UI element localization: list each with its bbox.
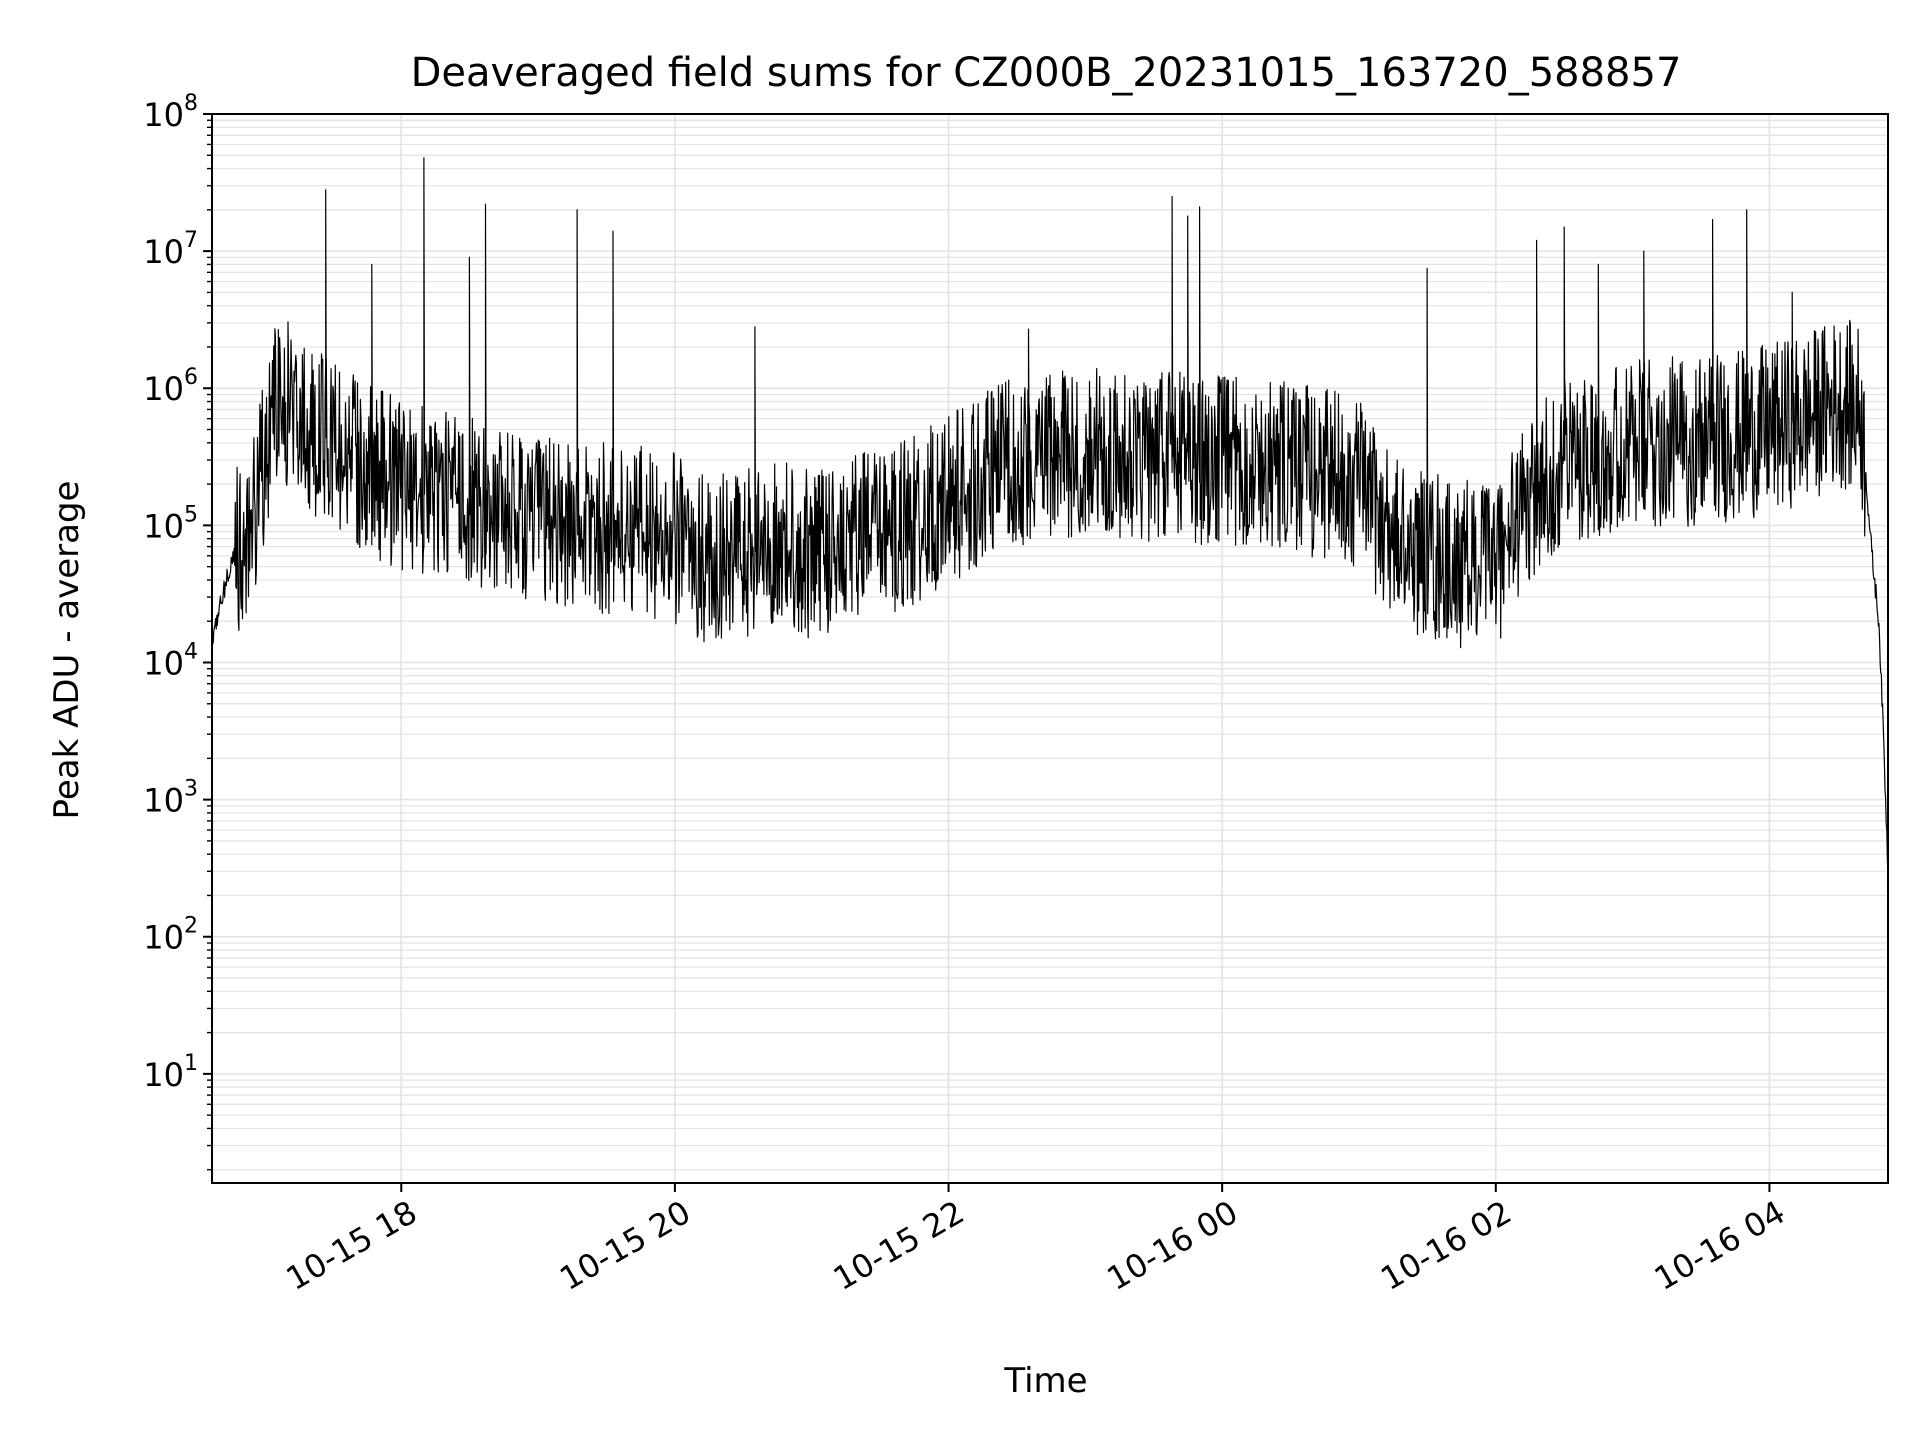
x-axis-label: Time bbox=[1003, 1361, 1087, 1401]
y-tick-label: 105 bbox=[143, 502, 198, 545]
minor-grid bbox=[212, 119, 1888, 1171]
y-tick-label: 104 bbox=[143, 639, 198, 682]
chart-title: Deaveraged field sums for CZ000B_2023101… bbox=[411, 50, 1682, 96]
y-axis: 101 102 103 104 105 106 107 108 bbox=[143, 91, 212, 1171]
series-line bbox=[211, 157, 1889, 871]
y-tick-label: 108 bbox=[143, 91, 198, 134]
y-tick-label: 103 bbox=[143, 777, 198, 820]
y-axis-label: Peak ADU - average bbox=[47, 481, 87, 820]
y-tick-label: 102 bbox=[143, 914, 198, 957]
y-tick-label: 107 bbox=[143, 228, 198, 271]
y-tick-label: 106 bbox=[143, 365, 198, 408]
plot-frame bbox=[211, 113, 1889, 1184]
y-tick-label: 101 bbox=[143, 1051, 198, 1094]
